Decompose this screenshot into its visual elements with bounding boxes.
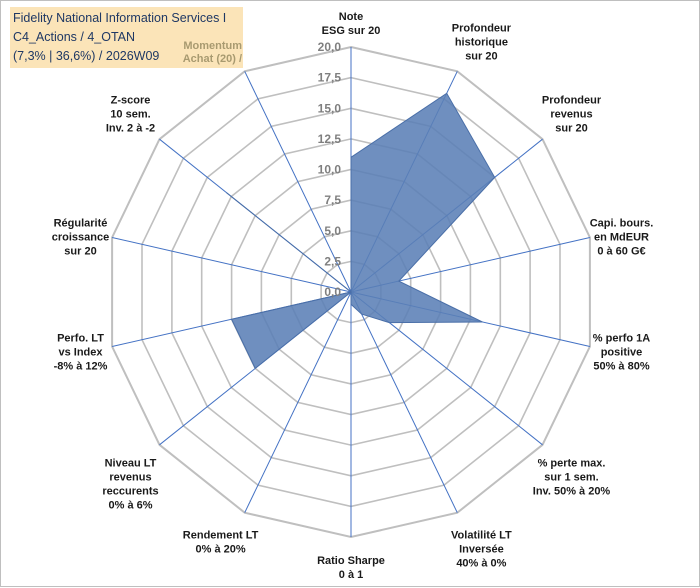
chart-title-line-3: (7,3% | 36,6%) / 2026W09 bbox=[13, 49, 159, 63]
axis-label: Niveau LT revenus reccurents 0% à 6% bbox=[102, 458, 158, 512]
axis-label: % perte max. sur 1 sem. Inv. 50% à 20% bbox=[533, 458, 611, 498]
axis-label-line: Profondeur bbox=[452, 23, 512, 35]
axis-label-line: Inv. 50% à 20% bbox=[533, 486, 611, 498]
axis-label-line: Ratio Sharpe bbox=[317, 555, 385, 567]
tick-label: 17,5 bbox=[318, 71, 342, 85]
axis-label-line: 0% à 6% bbox=[108, 500, 152, 512]
axis-label-line: positive bbox=[601, 347, 643, 359]
axis-label-line: historique bbox=[455, 37, 508, 49]
axis-label-line: Rendement LT bbox=[183, 529, 259, 541]
axis-label: Ratio Sharpe 0 à 1 bbox=[317, 555, 385, 581]
axis-label-line: Z-score bbox=[111, 95, 151, 107]
axis-label-line: sur 20 bbox=[555, 123, 587, 135]
axis-label-line: sur 20 bbox=[465, 51, 497, 63]
radar-tick-labels: 0,0 2,5 5,0 7,5 10,0 12,5 15,0 17,5 20,0 bbox=[318, 40, 342, 299]
axis-label-line: 0% à 20% bbox=[196, 543, 246, 555]
axis-label-line: 0 à 60 G€ bbox=[597, 245, 645, 257]
axis-spoke bbox=[351, 292, 457, 513]
axis-label-line: Capi. bours. bbox=[590, 217, 654, 229]
axis-label-line: vs Index bbox=[58, 347, 103, 359]
axis-label-line: Niveau LT bbox=[105, 458, 157, 470]
axis-label: Perfo. LT vs Index -8% à 12% bbox=[54, 333, 108, 373]
axis-label-line: 0 à 1 bbox=[339, 569, 363, 581]
axis-label-line: Inversée bbox=[459, 543, 504, 555]
axis-label-line: sur 20 bbox=[64, 245, 96, 257]
axis-label-line: sur 1 sem. bbox=[544, 472, 598, 484]
axis-label-line: croissance bbox=[52, 231, 109, 243]
chart-title-line-2: C4_Actions / 4_OTAN bbox=[13, 30, 135, 44]
axis-label-line: Profondeur bbox=[542, 95, 602, 107]
tick-label: 12,5 bbox=[318, 132, 342, 146]
axis-label-line: Note bbox=[339, 11, 363, 23]
axis-label-line: -8% à 12% bbox=[54, 361, 108, 373]
axis-label: Volatilité LT Inversée 40% à 0% bbox=[451, 529, 512, 569]
axis-label-line: reccurents bbox=[102, 486, 158, 498]
momentum-label-line-2: Achat (20) / bbox=[164, 53, 242, 66]
axis-label-line: 50% à 80% bbox=[593, 361, 649, 373]
axis-label: Z-score 10 sem. Inv. 2 à -2 bbox=[106, 95, 155, 135]
axis-label-line: revenus bbox=[550, 109, 592, 121]
momentum-label-line-1: Momentum bbox=[164, 40, 242, 53]
axis-label: Rendement LT 0% à 20% bbox=[183, 529, 259, 555]
axis-label-line: Volatilité LT bbox=[451, 529, 512, 541]
tick-label: 15,0 bbox=[318, 101, 342, 115]
axis-label: Capi. bours. en MdEUR 0 à 60 G€ bbox=[590, 217, 654, 257]
tick-label: 20,0 bbox=[318, 40, 342, 54]
axis-label-line: revenus bbox=[109, 472, 151, 484]
axis-label: % perfo 1A positive 50% à 80% bbox=[593, 333, 651, 373]
tick-label: 0,0 bbox=[324, 285, 341, 299]
axis-label-line: 40% à 0% bbox=[456, 557, 506, 569]
tick-label: 7,5 bbox=[324, 193, 341, 207]
axis-label: Profondeur revenus sur 20 bbox=[542, 95, 602, 135]
momentum-label: Momentum Achat (20) / bbox=[164, 40, 242, 66]
tick-label: 10,0 bbox=[318, 163, 342, 177]
axis-label: Régularité croissance sur 20 bbox=[52, 217, 109, 257]
tick-label: 5,0 bbox=[324, 224, 341, 238]
axis-label-line: % perfo 1A bbox=[593, 333, 651, 345]
axis-label-line: Régularité bbox=[54, 217, 108, 229]
axis-label: Profondeur historique sur 20 bbox=[452, 23, 512, 63]
axis-label-line: en MdEUR bbox=[594, 231, 649, 243]
axis-label-line: % perte max. bbox=[538, 458, 606, 470]
axis-label-line: ESG sur 20 bbox=[322, 25, 381, 37]
axis-label: Note ESG sur 20 bbox=[322, 11, 381, 37]
chart-title-line-1: Fidelity National Information Services I bbox=[13, 11, 226, 25]
axis-label-line: Perfo. LT bbox=[57, 333, 104, 345]
tick-label: 2,5 bbox=[324, 254, 341, 268]
axis-label-line: 10 sem. bbox=[110, 109, 150, 121]
axis-label-line: Inv. 2 à -2 bbox=[106, 123, 155, 135]
